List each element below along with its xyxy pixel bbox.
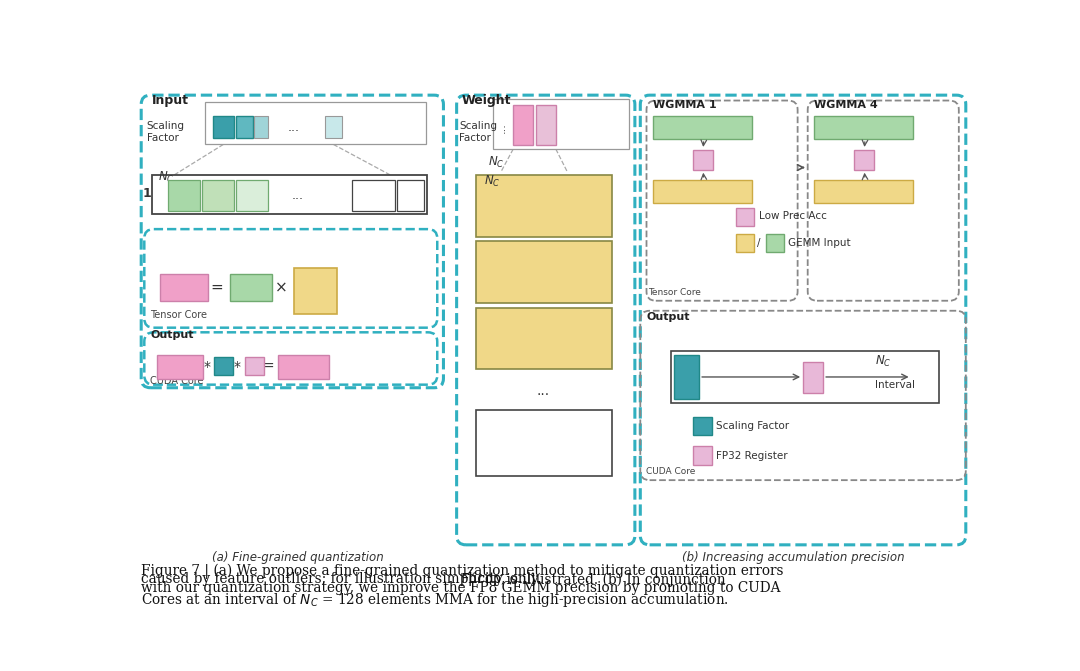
Bar [537, 105, 556, 145]
Bar [766, 234, 784, 252]
Text: $N_C$: $N_C$ [488, 155, 504, 170]
Text: with our quantization strategy, we improve the FP8 GEMM precision by promoting t: with our quantization strategy, we impro… [141, 582, 781, 595]
Text: ...: ... [288, 121, 300, 134]
Text: ...: ... [497, 122, 507, 133]
Bar [245, 357, 264, 376]
Text: =: = [262, 360, 274, 374]
Text: caused by feature outliers; for illustration simplicity, only: caused by feature outliers; for illustra… [141, 572, 543, 586]
Text: /: / [757, 238, 760, 248]
Text: is illustrated. (b) In conjunction: is illustrated. (b) In conjunction [502, 572, 726, 586]
Bar [213, 116, 234, 138]
Text: $N_C$: $N_C$ [875, 354, 892, 369]
Text: Low Prec Acc: Low Prec Acc [759, 211, 827, 221]
Bar [205, 102, 426, 144]
Text: Weight: Weight [462, 95, 512, 107]
Text: Interval: Interval [875, 380, 915, 390]
Text: WGMMA 4: WGMMA 4 [814, 100, 878, 110]
Text: Scaling: Scaling [459, 121, 497, 131]
Text: Cores at an interval of $N_C$ = 128 elements MMA for the high-precision accumula: Cores at an interval of $N_C$ = 128 elem… [141, 590, 729, 609]
Bar [152, 175, 428, 214]
Text: Input: Input [152, 95, 189, 107]
Text: Figure 7 | (a) We propose a fine-grained quantization method to mitigate quantiz: Figure 7 | (a) We propose a fine-grained… [141, 564, 784, 578]
Bar [476, 308, 611, 369]
Text: Scaling: Scaling [147, 121, 185, 131]
Text: Factor: Factor [147, 134, 178, 144]
Text: ...: ... [537, 384, 550, 398]
Text: ×: × [275, 280, 288, 295]
Bar [255, 116, 268, 138]
Bar [476, 242, 611, 303]
Text: =: = [211, 280, 224, 295]
Text: Output: Output [150, 331, 194, 340]
Bar [235, 116, 253, 138]
Bar [814, 116, 913, 139]
Text: $N_C$: $N_C$ [484, 174, 500, 189]
Bar [230, 274, 272, 301]
Bar [352, 180, 394, 211]
Bar [735, 207, 754, 226]
Text: Tensor Core: Tensor Core [648, 288, 701, 297]
Text: 1: 1 [143, 187, 151, 200]
Bar [854, 150, 875, 170]
Bar [494, 99, 629, 149]
Text: FP32 Register: FP32 Register [716, 450, 788, 460]
Bar [325, 116, 342, 138]
Bar [674, 355, 699, 399]
Bar [735, 234, 754, 252]
Text: *: * [233, 360, 241, 374]
Bar [693, 417, 712, 435]
Text: ...: ... [292, 189, 303, 202]
Bar [693, 446, 712, 465]
Bar [214, 357, 232, 376]
Bar [279, 356, 328, 378]
Bar [160, 274, 207, 301]
Text: *: * [203, 360, 211, 374]
Bar [157, 356, 203, 378]
Bar [294, 268, 337, 314]
Text: (b) Increasing accumulation precision: (b) Increasing accumulation precision [683, 551, 905, 564]
Bar [202, 180, 234, 211]
Text: WGMMA 1: WGMMA 1 [652, 100, 716, 110]
Text: Factor: Factor [459, 134, 490, 144]
Text: Scaling Factor: Scaling Factor [716, 421, 789, 431]
Text: Fprop: Fprop [460, 572, 502, 586]
Text: Tensor Core: Tensor Core [150, 311, 207, 321]
Bar [652, 116, 752, 139]
Bar [814, 180, 913, 203]
Bar [167, 180, 200, 211]
Text: GEMM Input: GEMM Input [787, 238, 850, 248]
Bar [804, 362, 823, 393]
Text: CUDA Core: CUDA Core [150, 376, 204, 386]
Bar [513, 105, 532, 145]
Bar [476, 410, 611, 476]
Text: (a) Fine-grained quantization: (a) Fine-grained quantization [212, 551, 383, 564]
Text: Output: Output [647, 312, 690, 322]
Text: CUDA Core: CUDA Core [647, 467, 696, 476]
Bar [476, 175, 611, 237]
Bar [397, 180, 424, 211]
Bar [235, 180, 268, 211]
Bar [693, 150, 713, 170]
Text: $N_C$: $N_C$ [159, 170, 175, 185]
Bar [672, 351, 939, 403]
Bar [652, 180, 752, 203]
